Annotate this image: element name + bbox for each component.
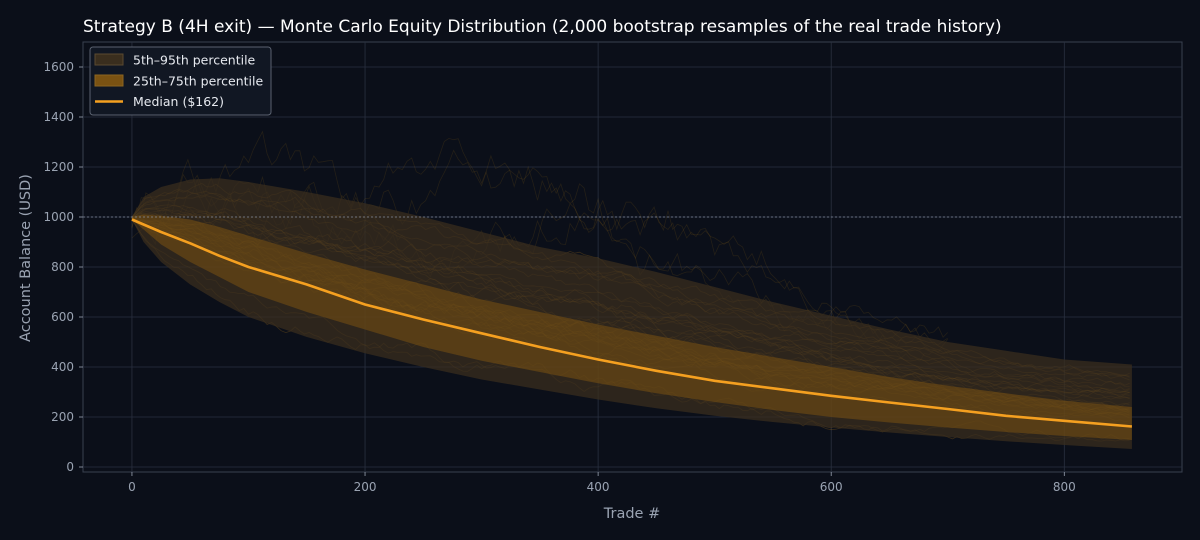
x-tick-label: 400 [587,480,610,494]
y-tick-label: 0 [66,460,74,474]
median-series [131,218,1133,428]
legend-box [89,46,272,116]
x-axis-label: Trade # [603,506,660,522]
median-line [131,218,1133,428]
legend-swatch-inner-band [94,74,124,87]
y-tick-label: 600 [51,310,74,324]
x-tick-label: 600 [820,480,843,494]
legend-swatch-outer-band [94,53,124,66]
y-tick-label: 1400 [43,110,74,124]
y-tick-label: 1600 [43,60,74,74]
y-tick-label: 400 [51,360,74,374]
x-tick-label: 0 [128,480,136,494]
chart-title: Strategy B (4H exit) — Monte Carlo Equit… [83,17,1002,37]
y-tick-label: 200 [51,410,74,424]
legend-label-inner-band: 25th–75th percentile [133,74,264,89]
percentile-bands [131,178,1132,450]
y-axis-ticks: 0 200 400 600 800 1000 1200 1400 1600 [43,60,83,474]
y-tick-label: 1200 [43,160,74,174]
x-axis-ticks: 0 200 400 600 800 [128,472,1076,494]
legend: 5th–95th percentile 25th–75th percentile… [89,46,272,116]
plot-frame [82,41,1183,473]
y-tick-label: 1000 [43,210,74,224]
y-axis-label: Account Balance (USD) [18,174,34,342]
y-tick-label: 800 [51,260,74,274]
x-tick-label: 200 [354,480,377,494]
legend-label-median: Median ($162) [133,94,224,109]
x-tick-label: 800 [1053,480,1076,494]
legend-label-outer-band: 5th–95th percentile [133,53,256,68]
band-25-75 [131,214,1132,440]
